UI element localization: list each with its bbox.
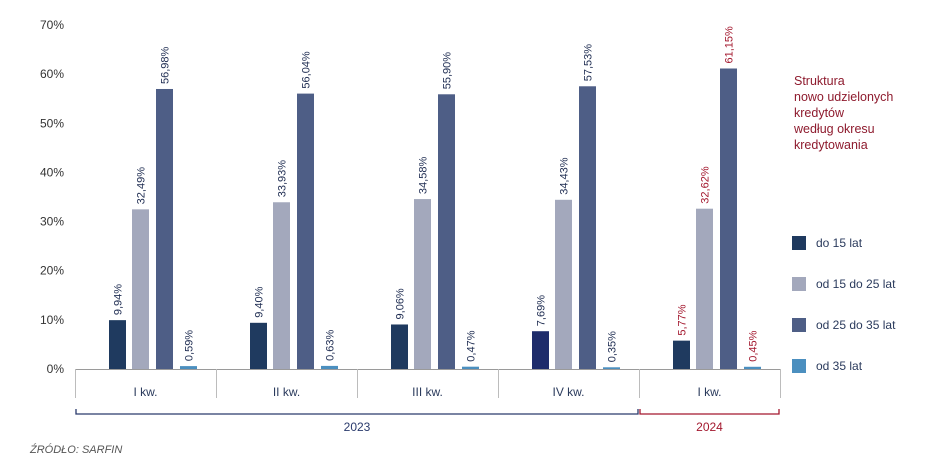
data-label: 61,15%: [724, 26, 736, 64]
data-label: 9,94%: [113, 284, 125, 315]
x-tick-label: I kw.: [133, 385, 157, 399]
data-label: 0,47%: [466, 330, 478, 361]
year-groups: 2023 2024: [75, 409, 780, 434]
y-tick-label: 50%: [40, 116, 64, 130]
y-tick-label: 70%: [40, 18, 64, 32]
x-tick-label: II kw.: [273, 385, 300, 399]
bar: [438, 94, 455, 369]
bar: [297, 93, 314, 370]
data-label: 5,77%: [677, 304, 689, 335]
bar: [414, 199, 431, 369]
legend-swatch: [792, 236, 806, 250]
bar: [250, 322, 267, 369]
data-label: 34,58%: [418, 157, 430, 195]
y-axis: 0% 10% 20% 30% 40% 50% 60% 70%: [40, 18, 64, 376]
y-tick-label: 30%: [40, 215, 64, 229]
bar: [462, 366, 479, 369]
data-label: 33,93%: [277, 160, 289, 198]
year-bracket: [639, 409, 780, 415]
legend-label: od 35 lat: [816, 359, 863, 373]
data-label: 56,98%: [160, 46, 172, 84]
data-label: 9,06%: [395, 288, 407, 319]
bar: [273, 202, 290, 369]
data-label: 56,04%: [301, 51, 313, 89]
data-label: 0,45%: [748, 330, 760, 361]
bar: [696, 208, 713, 369]
x-tick-label: IV kw.: [552, 385, 584, 399]
x-axis: I kw. II kw. III kw. IV kw. I kw.: [75, 369, 781, 399]
legend-swatch: [792, 359, 806, 373]
year-label: 2024: [696, 420, 723, 434]
title-line: według okresu: [793, 122, 875, 136]
bar: [603, 367, 620, 369]
title-line: nowo udzielonych: [794, 90, 893, 104]
data-label: 32,49%: [136, 167, 148, 205]
data-label: 55,90%: [442, 52, 454, 90]
data-label: 0,59%: [184, 330, 196, 361]
data-label: 7,69%: [536, 295, 548, 326]
legend-swatch: [792, 277, 806, 291]
y-tick-label: 10%: [40, 313, 64, 327]
year-bracket: [75, 409, 639, 415]
data-label: 0,63%: [325, 329, 337, 360]
bar: [744, 366, 761, 369]
bars: [109, 68, 761, 370]
source-note: ŹRÓDŁO: SARFIN: [29, 443, 122, 456]
y-tick-label: 60%: [40, 67, 64, 81]
bar: [132, 209, 149, 369]
bar: [579, 86, 596, 370]
title-line: kredytowania: [794, 138, 868, 152]
legend-swatch: [792, 318, 806, 332]
bar: [555, 199, 572, 369]
legend-label: od 25 do 35 lat: [816, 318, 896, 332]
bar: [156, 88, 173, 369]
bar: [391, 324, 408, 369]
title-line: Struktura: [794, 74, 845, 88]
data-labels: 9,94% 9,40% 9,06% 7,69% 5,77% 32,49% 33,93% 34,…: [113, 26, 760, 362]
bar: [532, 331, 549, 369]
chart-title: Struktura nowo udzielonych kredytów według …: [793, 74, 893, 152]
legend-label: do 15 lat: [816, 236, 863, 250]
data-label: 34,43%: [559, 157, 571, 195]
data-label: 9,40%: [254, 286, 266, 317]
data-label: 32,62%: [700, 166, 712, 204]
bar: [720, 68, 737, 370]
y-tick-label: 40%: [40, 165, 64, 179]
bar: [673, 340, 690, 369]
data-label: 57,53%: [583, 44, 595, 82]
title-line: kredytów: [794, 106, 845, 120]
bar: [180, 366, 197, 369]
legend: do 15 lat od 15 do 25 lat od 25 do 35 lat o…: [792, 236, 896, 373]
data-label: 0,35%: [607, 331, 619, 362]
bar: [321, 365, 338, 369]
x-tick-label: III kw.: [412, 385, 443, 399]
year-label: 2023: [344, 420, 371, 434]
x-tick-label: I kw.: [697, 385, 721, 399]
legend-label: od 15 do 25 lat: [816, 277, 896, 291]
y-tick-label: 20%: [40, 264, 64, 278]
bar: [109, 320, 126, 369]
y-tick-label: 0%: [47, 362, 65, 376]
